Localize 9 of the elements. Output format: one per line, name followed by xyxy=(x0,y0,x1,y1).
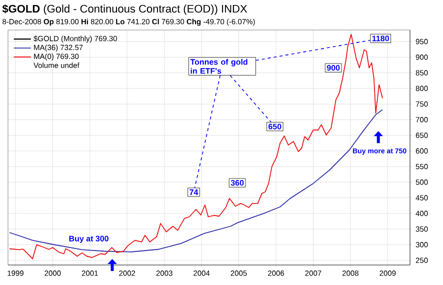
annotation: 74 xyxy=(190,189,198,195)
annotation: 650 xyxy=(268,124,282,130)
annotation: 360 xyxy=(230,180,244,186)
annotation: Buy at 300 xyxy=(69,236,108,243)
chart-title: $GOLD (Gold - Continuous Contract (EOD)) INDX xyxy=(2,4,248,15)
annotation: Tonnes of gold in ETF's xyxy=(190,58,248,74)
annotation: 900 xyxy=(326,64,340,71)
line-series xyxy=(9,109,383,252)
annotation: 1180 xyxy=(372,36,389,42)
